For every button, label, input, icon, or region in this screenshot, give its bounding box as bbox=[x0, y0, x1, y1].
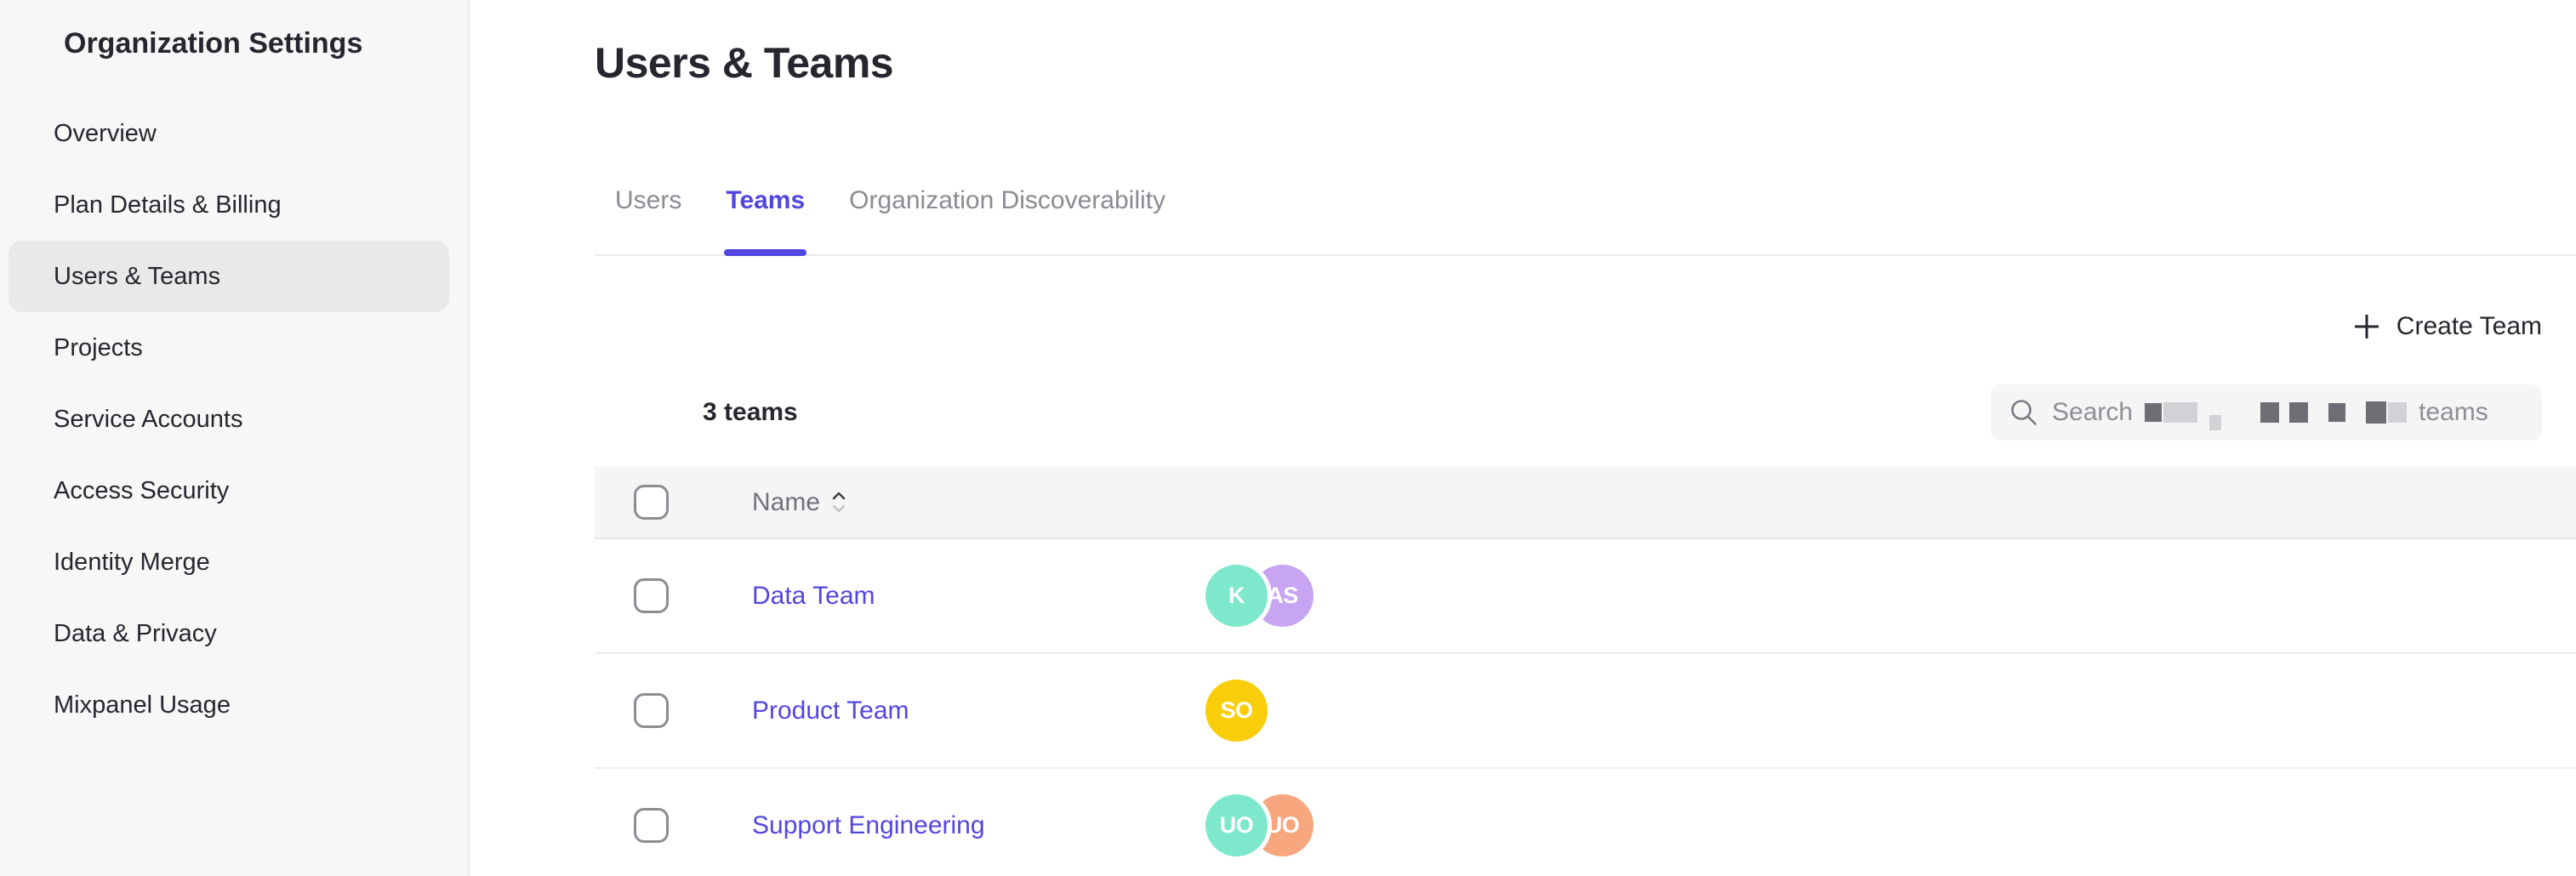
team-link[interactable]: Product Team bbox=[752, 696, 909, 725]
redacted-block bbox=[2388, 402, 2408, 423]
page-title: Users & Teams bbox=[595, 39, 894, 87]
table-header-row: Name bbox=[595, 467, 2576, 539]
sidebar-nav: Overview Plan Details & Billing Users & … bbox=[0, 98, 468, 741]
name-column-header: Name bbox=[752, 487, 821, 516]
sidebar-item-projects[interactable]: Projects bbox=[54, 333, 143, 361]
search-placeholder-suffix: teams bbox=[2419, 398, 2488, 426]
sort-chevrons-icon bbox=[832, 492, 846, 513]
team-row: Data Team K AS bbox=[595, 539, 2576, 654]
teams-count: 3 teams bbox=[703, 398, 798, 426]
team-link[interactable]: Data Team bbox=[752, 581, 875, 610]
search-placeholder-prefix: Search bbox=[2052, 398, 2134, 426]
sidebar-item-access-security[interactable]: Access Security bbox=[54, 476, 230, 504]
table-controls: 3 teams Search teams bbox=[595, 384, 2542, 441]
plus-icon bbox=[2354, 315, 2379, 338]
sidebar-item-overview[interactable]: Overview bbox=[54, 119, 157, 147]
tab-organization-discoverability[interactable]: Organization Discoverability bbox=[849, 186, 1165, 214]
create-team-button[interactable]: Create Team bbox=[2352, 312, 2542, 341]
teams-toolbar: Create Team bbox=[595, 299, 2542, 355]
tab-users[interactable]: Users bbox=[615, 186, 682, 214]
redacted-block bbox=[2289, 402, 2309, 423]
search-icon bbox=[2011, 400, 2037, 425]
row-checkbox[interactable] bbox=[634, 808, 669, 843]
redacted-block bbox=[2260, 402, 2280, 423]
redacted-block bbox=[2163, 402, 2198, 423]
sidebar-item-plan-details-billing[interactable]: Plan Details & Billing bbox=[54, 191, 282, 219]
sidebar-item-users-teams[interactable]: Users & Teams bbox=[9, 241, 449, 312]
member-avatar: UO bbox=[1205, 794, 1268, 856]
tab-bar: Users Teams Organization Discoverability bbox=[595, 187, 2576, 256]
sidebar-title: Organization Settings bbox=[64, 27, 363, 60]
redacted-block bbox=[2209, 415, 2222, 430]
search-placeholder: Search teams bbox=[2052, 398, 2488, 430]
row-checkbox[interactable] bbox=[634, 578, 669, 613]
team-row: Support Engineering UO UO bbox=[595, 769, 2576, 876]
team-link[interactable]: Support Engineering bbox=[752, 811, 985, 839]
name-column-sort[interactable]: Name bbox=[752, 488, 846, 517]
sidebar: Organization Settings Overview Plan Deta… bbox=[0, 0, 470, 876]
sidebar-item-data-privacy[interactable]: Data & Privacy bbox=[54, 619, 217, 647]
redacted-block bbox=[2366, 401, 2387, 424]
main-content: Users & Teams Users Teams Organization D… bbox=[471, 0, 2576, 876]
redacted-block bbox=[2145, 403, 2163, 422]
member-avatar: K bbox=[1205, 565, 1268, 627]
row-checkbox[interactable] bbox=[634, 693, 669, 728]
member-avatar: SO bbox=[1205, 680, 1268, 742]
select-all-checkbox[interactable] bbox=[634, 485, 669, 520]
redacted-block bbox=[2328, 403, 2346, 422]
member-avatars: SO bbox=[1205, 680, 1268, 742]
sidebar-item-service-accounts[interactable]: Service Accounts bbox=[54, 405, 243, 433]
team-row: Product Team SO bbox=[595, 654, 2576, 769]
tab-teams[interactable]: Teams bbox=[724, 187, 806, 256]
member-avatars: UO UO bbox=[1205, 794, 1314, 856]
sidebar-item-identity-merge[interactable]: Identity Merge bbox=[54, 548, 210, 576]
member-avatars: K AS bbox=[1205, 565, 1314, 627]
teams-table: Name Data Team K AS Product Team bbox=[595, 467, 2576, 876]
search-input[interactable]: Search teams bbox=[1991, 384, 2542, 441]
sidebar-item-mixpanel-usage[interactable]: Mixpanel Usage bbox=[54, 691, 231, 719]
create-team-label: Create Team bbox=[2396, 312, 2542, 340]
